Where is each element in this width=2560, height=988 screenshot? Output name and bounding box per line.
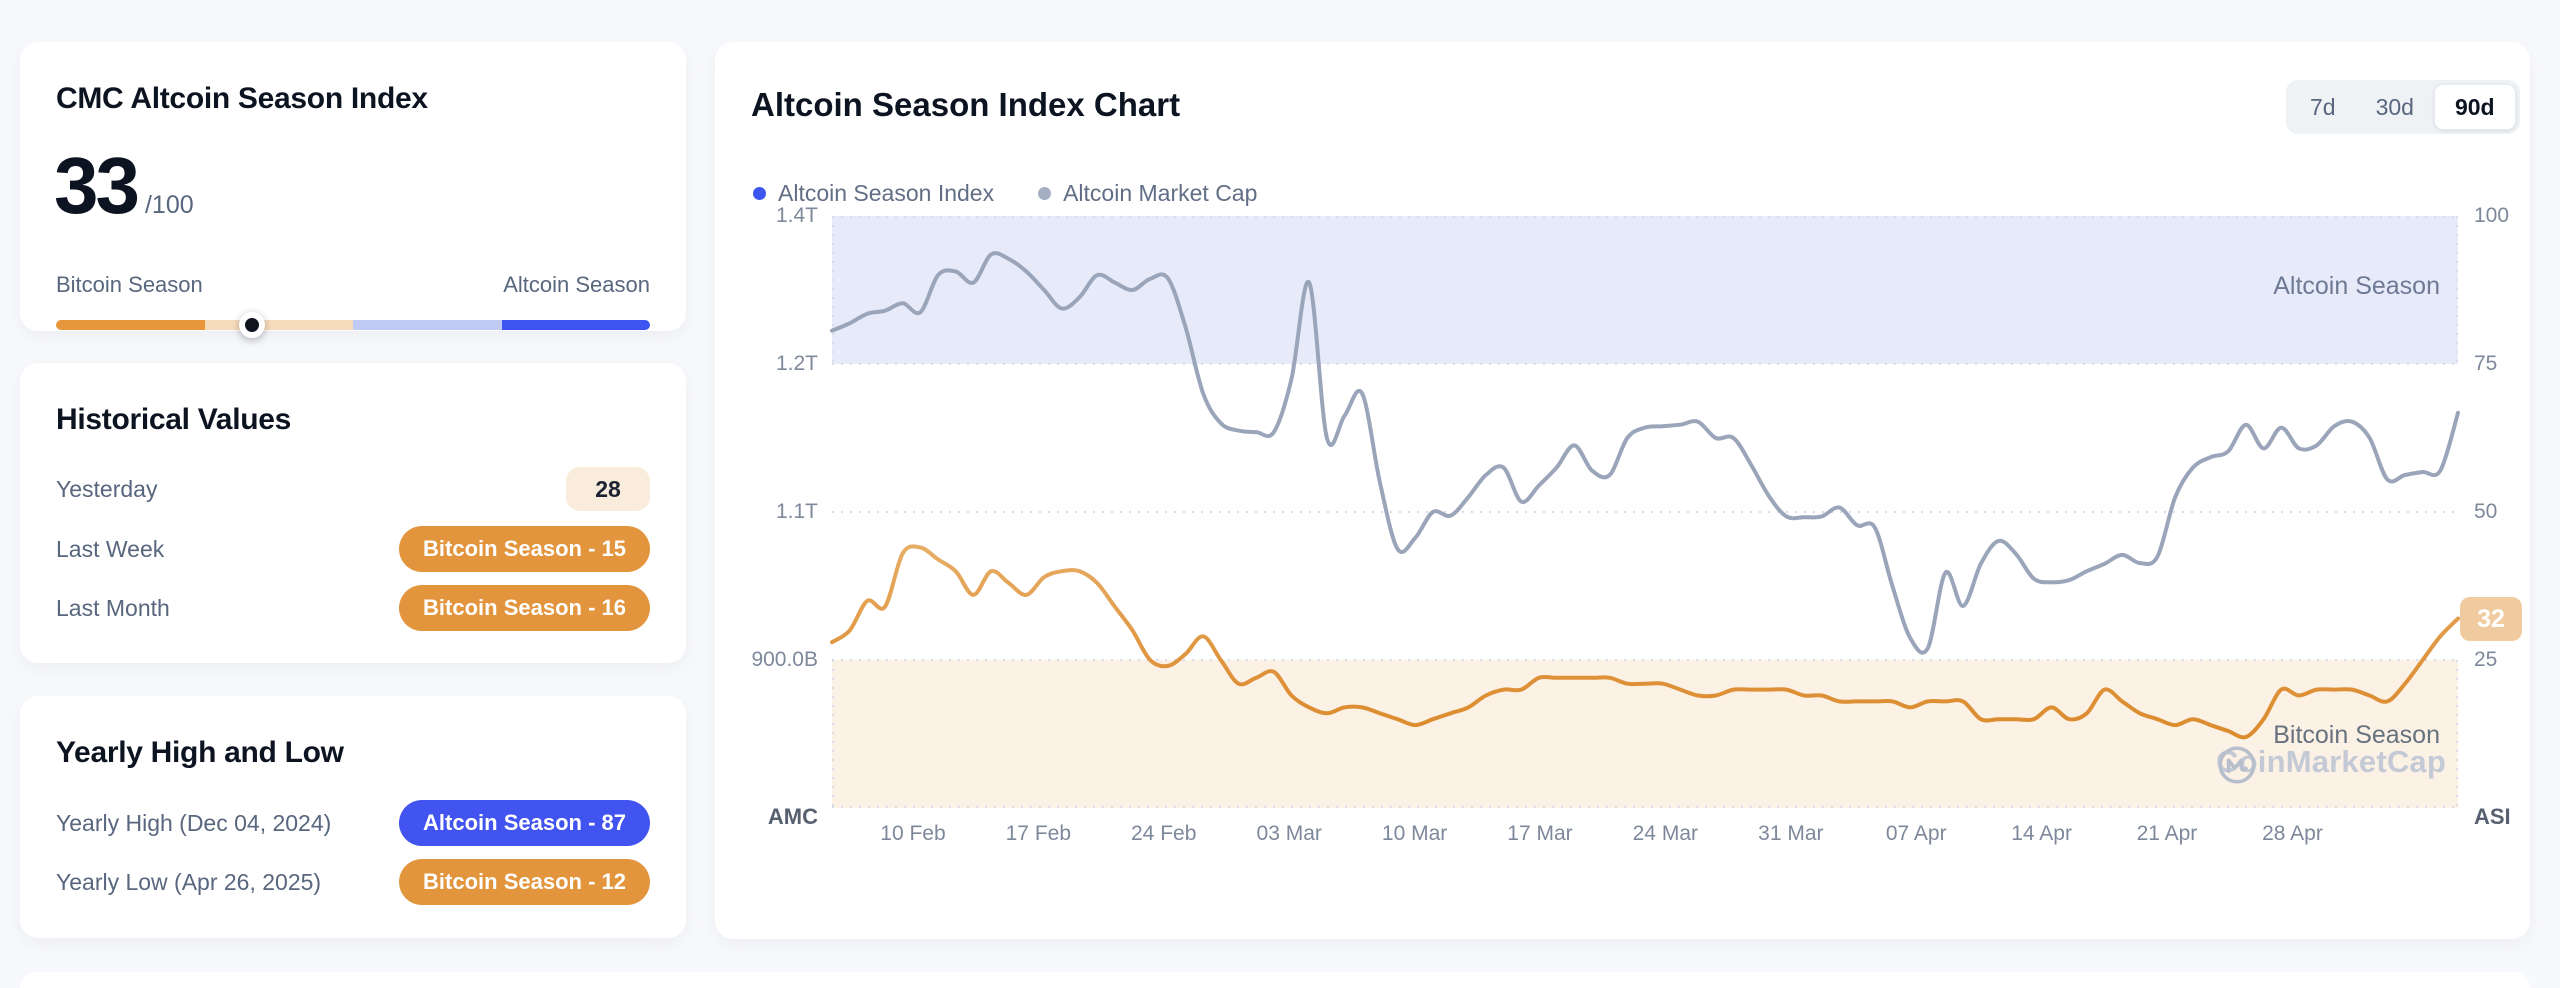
left-axis-tick: 1.1T [775, 500, 818, 523]
legend-item-altcoin-season-index[interactable]: Altcoin Season Index [753, 180, 994, 207]
x-tick-label: 17 Feb [1005, 822, 1072, 845]
row-label: Yesterday [56, 475, 158, 502]
current-value-badge: 32 [2460, 597, 2522, 641]
x-tick-label: 17 Mar [1507, 822, 1573, 845]
left-axis-tick: 1.4T [775, 204, 818, 227]
x-tick-label: 14 Apr [2011, 822, 2072, 845]
slider-labels: Bitcoin Season Altcoin Season [56, 272, 650, 298]
index-card-title: CMC Altcoin Season Index [56, 82, 428, 115]
index-score-max: /100 [144, 191, 194, 219]
index-score-value: 33 [54, 141, 140, 230]
bitcoin-season-pill: Bitcoin Season - 16 [399, 585, 650, 631]
historical-row-yesterday: Yesterday 28 [56, 465, 650, 513]
right-axis-tick: 50 [2474, 500, 2498, 523]
historical-values-card: Historical Values Yesterday 28 Last Week… [20, 363, 686, 663]
historical-card-title: Historical Values [56, 403, 292, 436]
altcoin-season-pill: Altcoin Season - 87 [399, 800, 650, 846]
slider-seg-altcoin [501, 320, 650, 330]
x-tick-label: 10 Feb [880, 822, 946, 845]
altcoin-market-cap-line [830, 251, 2460, 655]
historical-row-last-month: Last Month Bitcoin Season - 16 [56, 584, 650, 632]
chart-legend: Altcoin Season Index Altcoin Market Cap [753, 180, 1257, 207]
chart-svg [830, 216, 2460, 808]
yearly-high-low-card: Yearly High and Low Yearly High (Dec 04,… [20, 696, 686, 938]
time-range-selector: 7d 30d 90d [2286, 80, 2520, 134]
row-label: Yearly High (Dec 04, 2024) [56, 809, 332, 836]
bitcoin-season-band-label: Bitcoin Season [2273, 721, 2440, 749]
slider-track [56, 320, 650, 330]
range-button-7d[interactable]: 7d [2290, 84, 2356, 130]
x-tick-label: 28 Apr [2262, 822, 2323, 845]
chart-title: Altcoin Season Index Chart [751, 86, 1181, 123]
yearly-low-row: Yearly Low (Apr 26, 2025) Bitcoin Season… [56, 858, 650, 906]
row-label: Last Month [56, 594, 170, 621]
bitcoin-season-label: Bitcoin Season [56, 272, 203, 297]
slider-seg-altcoin-light [353, 320, 502, 330]
left-axis-name: AMC [767, 804, 818, 829]
left-axis-tick: 900.0B [751, 648, 818, 671]
row-label: Last Week [56, 535, 165, 562]
x-tick-label: 21 Apr [2136, 822, 2198, 845]
yearly-high-row: Yearly High (Dec 04, 2024) Altcoin Seaso… [56, 799, 650, 847]
left-axis: 1.4T 1.2T 1.1T 900.0B AMC [715, 204, 818, 829]
bitcoin-season-pill: Bitcoin Season - 12 [399, 859, 650, 905]
legend-item-altcoin-market-cap[interactable]: Altcoin Market Cap [1038, 180, 1257, 207]
season-slider[interactable] [56, 312, 650, 338]
x-axis: 10 Feb 17 Feb 24 Feb 03 Mar 10 Mar 17 Mar 24 M… [832, 822, 2458, 852]
yearly-card-title: Yearly High and Low [56, 736, 344, 769]
altcoin-season-index-line [830, 544, 2460, 740]
altcoin-season-band [832, 216, 2458, 364]
range-button-30d[interactable]: 30d [2356, 84, 2434, 130]
range-button-90d[interactable]: 90d [2433, 84, 2516, 130]
x-tick-label: 10 Mar [1381, 822, 1448, 845]
right-axis-tick: 75 [2474, 352, 2498, 375]
x-tick-label: 03 Mar [1256, 822, 1322, 845]
legend-label: Altcoin Season Index [778, 180, 995, 206]
value-chip: 28 [566, 467, 650, 511]
row-label: Yearly Low (Apr 26, 2025) [56, 868, 322, 895]
x-tick-label: 07 Apr [1885, 822, 1947, 845]
legend-label: Altcoin Market Cap [1063, 180, 1258, 206]
slider-seg-bitcoin-light [204, 320, 353, 330]
bitcoin-season-pill: Bitcoin Season - 15 [399, 526, 650, 572]
altcoin-season-label: Altcoin Season [503, 272, 650, 297]
next-section-peek [20, 972, 2530, 988]
altcoin-season-index-card: CMC Altcoin Season Index 33 /100 Bitcoin… [20, 42, 686, 338]
gridlines [832, 216, 2458, 808]
right-axis-tick: 100 [2474, 204, 2510, 227]
historical-row-last-week: Last Week Bitcoin Season - 15 [56, 525, 650, 573]
chart-plot-area[interactable]: Altcoin Season Bitcoin Season CoinMarket… [830, 216, 2460, 808]
index-score: 33 /100 [54, 146, 194, 226]
x-tick-label: 24 Mar [1632, 822, 1698, 845]
altcoin-season-chart-card: Altcoin Season Index Chart 7d 30d 90d Al… [715, 42, 2530, 939]
legend-dot-gray [1038, 187, 1052, 200]
right-axis-tick: 25 [2474, 648, 2498, 671]
left-axis-tick: 1.2T [775, 352, 818, 375]
right-axis: 100 75 50 25 32 ASI [2460, 204, 2560, 829]
legend-dot-blue [753, 187, 766, 200]
altcoin-season-band-label: Altcoin Season [2273, 272, 2440, 300]
coinmarketcap-watermark: CoinMarketCap [2216, 744, 2446, 784]
series-lines [830, 251, 2460, 740]
slider-seg-bitcoin [56, 320, 205, 330]
right-axis-name: ASI [2474, 804, 2511, 829]
coinmarketcap-logo-icon [2218, 746, 2256, 784]
x-tick-label: 31 Mar [1758, 822, 1824, 845]
slider-knob[interactable] [239, 312, 266, 338]
x-tick-label: 24 Feb [1131, 822, 1197, 845]
